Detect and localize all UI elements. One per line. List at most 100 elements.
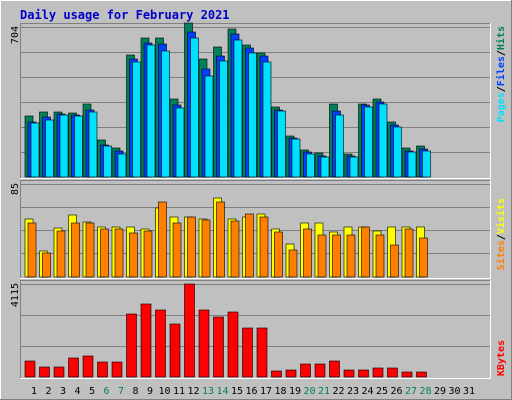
kbytes-bar-kbytes-day-19: [285, 369, 297, 378]
kbytes-bar-kbytes-day-23: [343, 369, 355, 378]
hits-files-pages-bar-pages-day-10: [161, 50, 170, 178]
sites-visits-bar-sites-day-15: [230, 220, 240, 278]
sites-visits-bar-sites-day-7: [114, 228, 124, 278]
hits-files-pages-bar-pages-day-16: [248, 52, 257, 178]
kbytes-bar-kbytes-day-17: [256, 327, 268, 378]
legend-sites: Sites: [495, 240, 507, 270]
day-label-15: 15: [231, 386, 243, 397]
kbytes-bar-kbytes-day-4: [68, 357, 79, 378]
kbytes-bar-kbytes-day-16: [242, 327, 253, 378]
hits-files-pages-bar-pages-day-12: [190, 37, 199, 178]
hits-files-pages-bar-pages-day-3: [59, 114, 69, 178]
sites-visits-bar-sites-day-1: [27, 222, 37, 278]
hits-files-pages-bar-pages-day-21: [320, 156, 330, 178]
legend-files: Files: [495, 56, 507, 86]
day-label-5: 5: [89, 386, 95, 397]
sites-visits-bar-sites-day-2: [42, 252, 51, 278]
sites-visits-bar-sites-day-13: [201, 219, 211, 278]
hits-files-pages-bar-pages-day-20: [306, 153, 315, 178]
legend-slash-2: /: [496, 50, 507, 56]
day-label-27: 27: [405, 386, 417, 397]
kbytes-bar-kbytes-day-15: [227, 311, 239, 378]
chart-title: Daily usage for February 2021: [20, 8, 230, 22]
legend-hits: Hits: [495, 26, 507, 50]
day-label-10: 10: [158, 386, 170, 397]
hits-files-pages-bar-pages-day-27: [407, 151, 417, 178]
sites-visits-bar-sites-day-10: [158, 201, 167, 278]
day-label-29: 29: [434, 386, 446, 397]
day-label-8: 8: [132, 386, 138, 397]
hits-files-pages-bar-pages-day-22: [335, 114, 344, 178]
sites-visits-bar-sites-day-20: [303, 228, 312, 278]
hits-files-pages-bar-pages-day-1: [30, 122, 40, 178]
kbytes-bar-kbytes-day-25: [372, 367, 384, 378]
sites-visits-bar-sites-day-5: [85, 222, 95, 278]
hits-ymax-label: 704: [10, 26, 21, 44]
hits-files-pages-bar-pages-day-15: [233, 39, 243, 178]
kbytes-bar-kbytes-day-8: [126, 313, 137, 378]
sites-visits-bar-sites-day-23: [346, 234, 356, 278]
day-label-14: 14: [216, 386, 228, 397]
kbytes-bar-kbytes-day-14: [213, 316, 224, 378]
day-label-9: 9: [147, 386, 153, 397]
kbytes-bar-kbytes-day-3: [53, 366, 65, 378]
hits-files-pages-bar-pages-day-24: [364, 106, 373, 178]
sites-visits-bar-sites-day-11: [172, 222, 182, 278]
kbytes-bar-kbytes-day-13: [198, 309, 210, 378]
hits-files-pages-bar-pages-day-23: [349, 156, 359, 178]
hits-files-pages-bar-pages-day-17: [262, 61, 272, 178]
hits-files-pages-panel: 704 Pages/Files/Hits: [10, 23, 507, 179]
visits-legend: Sites/Visits: [495, 198, 507, 270]
sites-visits-bar-sites-day-6: [100, 228, 109, 278]
day-label-31: 31: [463, 386, 475, 397]
kbytes-bar-kbytes-day-5: [82, 355, 94, 378]
kbytes-bar-kbytes-day-26: [387, 367, 398, 378]
kbytes-bar-kbytes-day-18: [271, 370, 282, 378]
legend-slash-3: /: [496, 234, 507, 240]
sites-visits-bar-sites-day-8: [129, 232, 138, 278]
legend-kbytes: KBytes: [496, 340, 507, 376]
hits-files-pages-bar-pages-day-6: [103, 145, 112, 178]
hits-legend: Pages/Files/Hits: [495, 26, 507, 122]
sites-visits-bar-sites-day-25: [375, 234, 385, 278]
day-label-18: 18: [274, 386, 286, 397]
day-label-17: 17: [260, 386, 272, 397]
kbytes-bar-kbytes-day-11: [169, 323, 181, 378]
day-label-1: 1: [31, 386, 37, 397]
hits-files-pages-bar-pages-day-5: [88, 111, 98, 178]
day-label-19: 19: [289, 386, 301, 397]
hits-files-pages-bar-pages-day-25: [378, 103, 388, 178]
day-label-20: 20: [303, 386, 315, 397]
kbytes-bar-kbytes-day-28: [416, 371, 427, 378]
hits-files-pages-bar-pages-day-13: [204, 75, 214, 178]
day-label-24: 24: [361, 386, 373, 397]
day-label-12: 12: [187, 386, 199, 397]
day-label-21: 21: [318, 386, 330, 397]
day-label-11: 11: [173, 386, 185, 397]
kbytes-bar-kbytes-day-2: [39, 366, 50, 378]
sites-visits-bar-sites-day-22: [332, 234, 341, 278]
kbytes-bar-kbytes-day-7: [111, 361, 123, 378]
hits-files-pages-bar-pages-day-4: [74, 115, 83, 178]
day-label-2: 2: [45, 386, 51, 397]
legend-visits: Visits: [495, 198, 507, 234]
sites-visits-bar-sites-day-3: [56, 230, 66, 278]
day-label-28: 28: [419, 386, 431, 397]
kbytes-bar-kbytes-day-24: [358, 369, 369, 378]
sites-visits-bar-sites-day-28: [419, 237, 428, 278]
sites-visits-bar-sites-day-26: [390, 244, 399, 278]
legend-pages: Pages: [496, 92, 507, 122]
day-label-4: 4: [74, 386, 80, 397]
day-label-25: 25: [376, 386, 388, 397]
kbytes-bar-kbytes-day-22: [329, 360, 340, 378]
day-label-26: 26: [390, 386, 402, 397]
kbytes-ymax-label: 4115: [10, 283, 21, 307]
hits-files-pages-bar-pages-day-14: [219, 60, 228, 178]
day-label-7: 7: [118, 386, 124, 397]
sites-visits-bar-sites-day-21: [317, 234, 327, 278]
day-label-6: 6: [103, 386, 109, 397]
sites-visits-bar-sites-day-12: [187, 216, 196, 278]
sites-visits-bar-sites-day-24: [361, 226, 370, 278]
sites-visits-bar-sites-day-17: [259, 216, 269, 278]
